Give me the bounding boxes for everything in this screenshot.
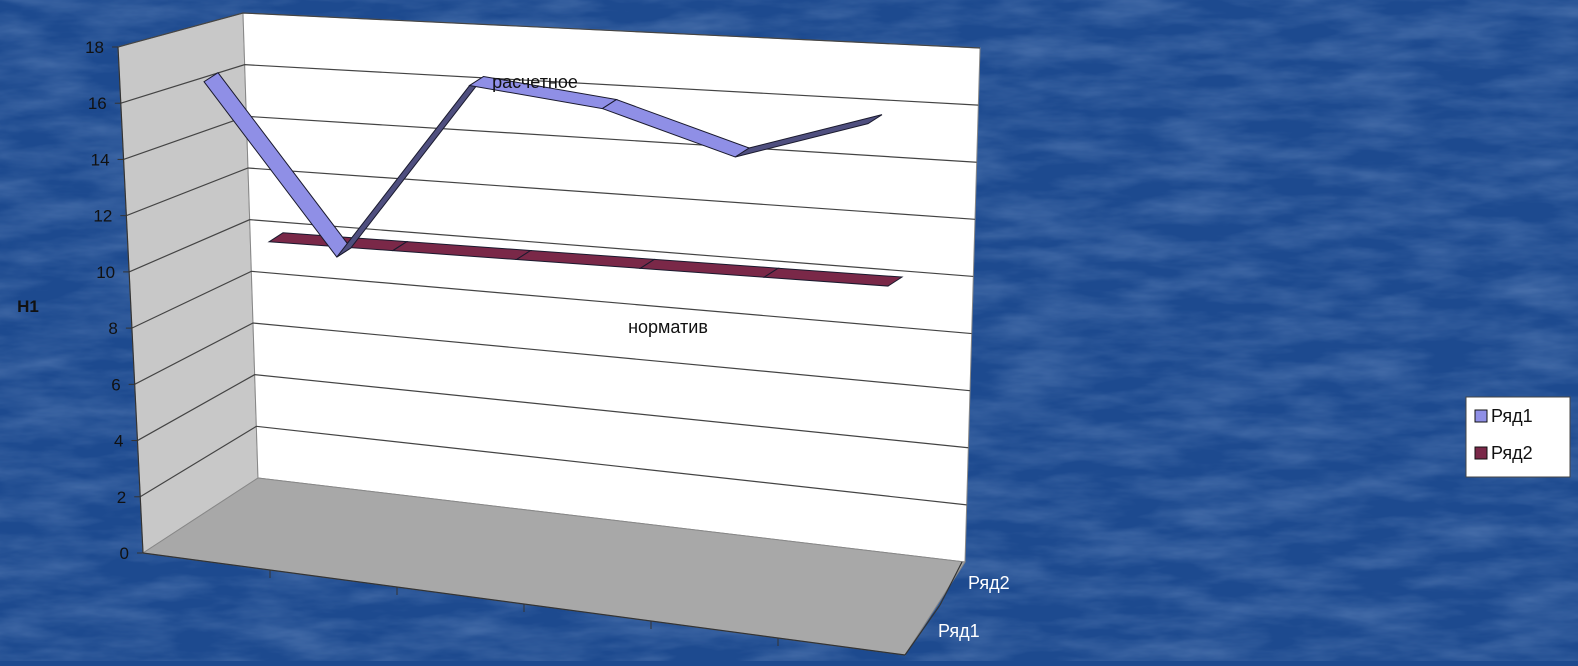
legend-swatch-ryad1 [1474,409,1488,423]
chart-back-wall [242,12,981,563]
y-axis-label: Н1 [17,297,39,316]
y-tick-label: 0 [120,544,129,563]
depth-label-ryad2: Ряд2 [968,573,1010,593]
depth-label-ryad1: Ряд1 [938,621,980,641]
series2-annotation: норматив [628,317,708,337]
legend-label-ryad2: Ряд2 [1491,443,1533,463]
gridline [128,219,974,278]
gridline [134,322,971,392]
y-tick-label: 2 [117,488,126,507]
gridline [131,270,972,335]
gridline [117,12,981,49]
y-tick-label: 4 [114,432,123,451]
y-tick-label: 18 [85,38,104,57]
y-axis-line [117,46,144,554]
y-tick-label: 10 [96,263,115,282]
y-axis-ticks: 0 2 4 6 8 10 12 14 16 18 [85,38,143,563]
series1-annotation: расчетное [492,72,578,92]
y-tick-label: 12 [93,207,112,226]
legend: Ряд1 Ряд2 [1465,396,1571,478]
gridline [126,167,976,220]
x-axis-ticks [269,570,779,646]
depth-axis-line [904,604,941,656]
y-tick-label: 14 [91,150,110,169]
depth-axis-line-upper [939,561,963,606]
legend-swatch-ryad2 [1474,446,1488,460]
gridline [139,425,967,506]
gridline [120,64,979,106]
y-tick-label: 8 [108,319,117,338]
legend-label-ryad1: Ряд1 [1491,406,1533,426]
ribbon-segment [762,267,904,287]
y-tick-label: 16 [88,94,107,113]
ribbon-segment [734,114,883,158]
series-ryad1-ribbon [203,72,883,258]
y-tick-label: 6 [111,375,120,394]
gridline [137,374,969,449]
